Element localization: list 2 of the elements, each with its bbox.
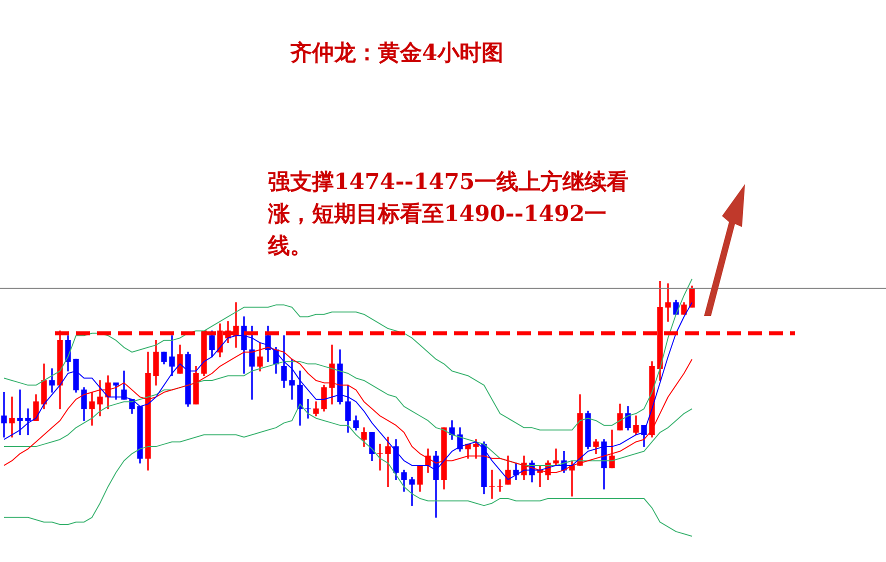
chart-title: 齐仲龙：黄金4小时图 xyxy=(290,39,504,68)
text: 强支撑1474--1475一线上方继续看涨，短期目标看至1490--1492一线。 xyxy=(268,168,630,261)
